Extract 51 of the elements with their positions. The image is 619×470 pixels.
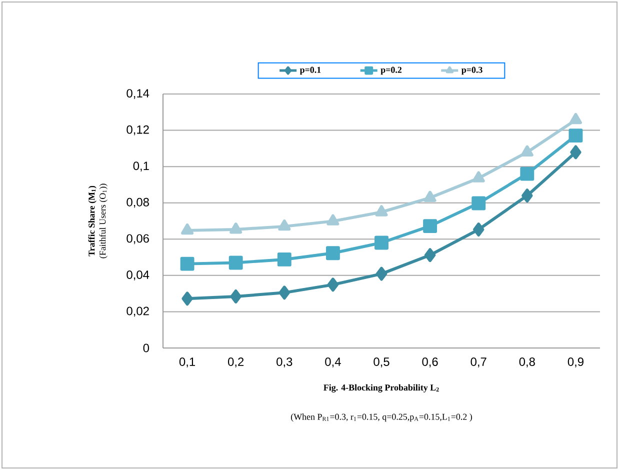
point [522,188,533,203]
point [376,266,388,281]
point [230,290,242,304]
point [278,219,291,231]
text: (Faithful Users (O$_{1}$)) [99,184,108,258]
point [520,166,534,181]
x-tick-label: 0,8 [519,358,535,368]
point [472,171,485,182]
point [326,246,340,260]
point [180,256,194,271]
legend-label: p=0.1 [300,66,321,75]
y-tick-label: 0,04 [126,270,150,280]
x-tick-label: 0,3 [276,358,292,368]
point [568,128,583,143]
y-tick-label: 0 [143,344,150,352]
x-tick-label: 0,7 [470,358,486,368]
point [473,222,484,237]
y-tick-label: 0,08 [126,198,149,208]
legend-label: p=0.3 [461,66,482,75]
x-tick-label: 0,1 [179,358,195,368]
point [472,196,486,210]
point [374,236,388,250]
point [569,112,582,124]
point [277,252,292,266]
text: (When P$_{R1}$=0.3, r$_{1}$=0.15, q=0.25,p$_{A}$=0.15,L$_{1}$=0.2 ) [291,414,472,422]
x-tick-label: 0,6 [422,358,438,368]
x-tick-label: 0,4 [325,358,341,368]
y-axis-title: Traffic Share (M$_{1}$) [88,186,96,256]
point [520,145,534,156]
x-tick-label: 0,5 [374,358,390,368]
point [570,145,582,160]
point [423,219,438,234]
point [278,286,290,300]
point [230,222,242,234]
y-tick-label: 0,02 [126,306,149,317]
x-axis-title: Fig. 4-Blocking Probability L$_{2}$ [324,384,439,392]
point [326,214,340,226]
point [424,248,436,262]
y-tick-label: 0,12 [126,125,149,136]
legend-label: p=0.2 [380,66,402,75]
point [375,205,388,216]
point [327,278,339,292]
point [181,223,194,235]
x-tick-label: 0,2 [228,358,244,368]
y-tick-label: 0,1 [133,162,149,172]
y-tick-label: 0,14 [126,89,150,99]
x-tick-label: 0,9 [568,358,584,368]
point [228,256,243,270]
point [182,292,193,306]
point [424,190,436,202]
y-tick-label: 0,06 [126,234,149,244]
